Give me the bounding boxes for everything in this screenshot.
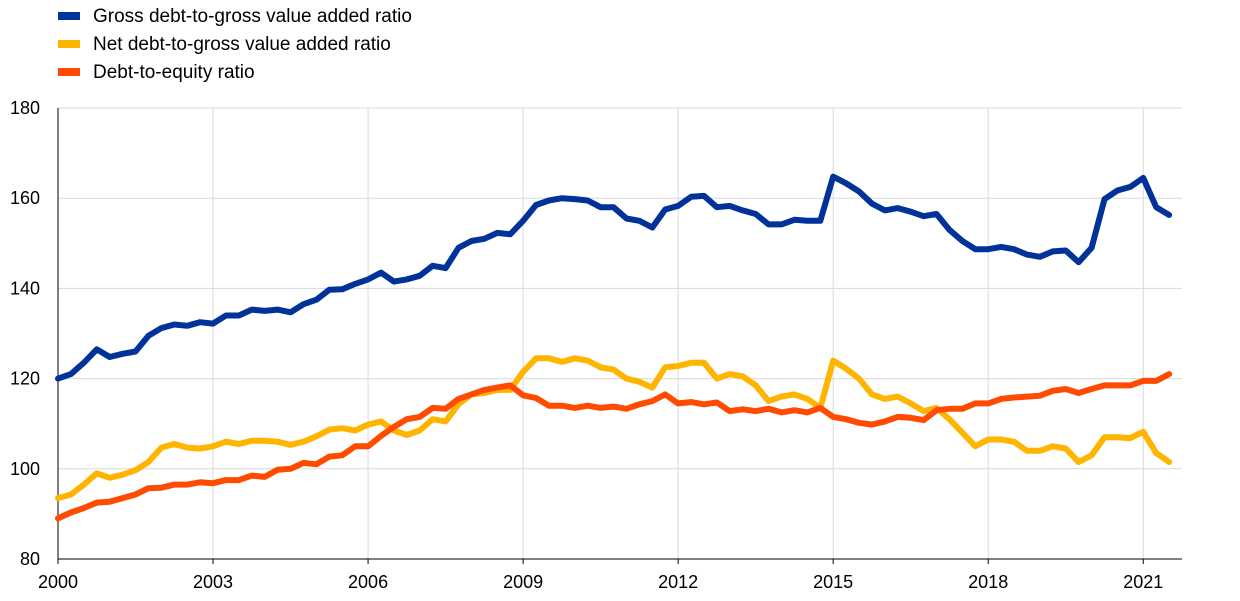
legend-swatch-3	[58, 68, 80, 76]
legend-swatch-2	[58, 40, 80, 48]
grid-lines	[58, 107, 1182, 559]
legend-label-1: Gross debt-to-gross value added ratio	[93, 6, 412, 27]
x-tick-label-2015: 2015	[813, 572, 853, 592]
x-tick-label-2021: 2021	[1123, 572, 1163, 592]
series-line-1	[55, 173, 1173, 382]
series-line-3	[55, 371, 1173, 522]
legend-swatch-1	[58, 12, 80, 20]
legend-label-2: Net debt-to-gross value added ratio	[93, 34, 391, 55]
y-tick-label-180: 180	[10, 98, 40, 118]
y-tick-label-100: 100	[10, 459, 40, 479]
x-tick-label-2012: 2012	[658, 572, 698, 592]
series-line-2	[55, 355, 1173, 502]
axes	[57, 108, 1182, 564]
x-tick-label-2006: 2006	[348, 572, 388, 592]
x-tick-label-2018: 2018	[968, 572, 1008, 592]
y-tick-label-160: 160	[10, 188, 40, 208]
legend-label-3: Debt-to-equity ratio	[93, 62, 255, 83]
x-axis-tick-labels: 2000 2003 2006 2009 2012 2015 2018 2021	[38, 572, 1163, 592]
y-axis-tick-labels: 80 100 120 140 160 180	[10, 98, 40, 569]
y-tick-label-140: 140	[10, 278, 40, 298]
x-tick-label-2009: 2009	[503, 572, 543, 592]
y-tick-label-80: 80	[20, 549, 40, 569]
legend: Gross debt-to-gross value added ratio Net…	[58, 6, 412, 83]
x-tick-label-2003: 2003	[193, 572, 233, 592]
y-tick-label-120: 120	[10, 369, 40, 389]
x-tick-label-2000: 2000	[38, 572, 78, 592]
series-lines	[55, 173, 1173, 522]
